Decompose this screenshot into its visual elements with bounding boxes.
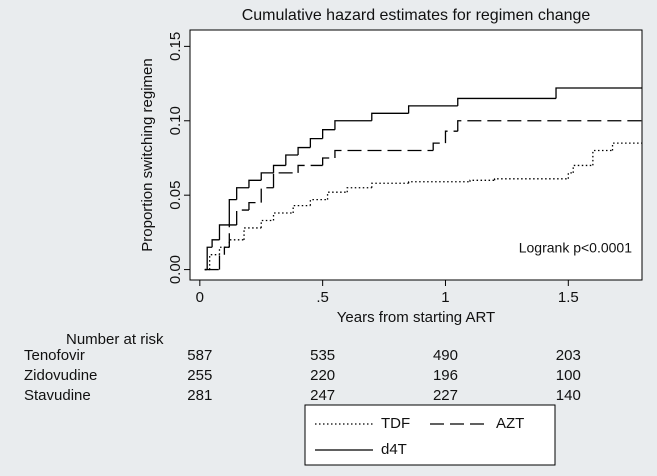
risk-value: 247 <box>310 387 335 404</box>
risk-value: 100 <box>556 367 581 384</box>
step-segment <box>493 178 569 181</box>
step-segment <box>309 137 323 148</box>
x-tick-label: 1.5 <box>558 289 579 306</box>
step-segment <box>371 112 409 121</box>
step-segment <box>334 149 434 158</box>
step-segment <box>260 187 274 203</box>
risk-value: 587 <box>187 347 212 364</box>
step-segment <box>457 120 642 132</box>
step-segment <box>218 224 230 240</box>
step-segment <box>322 129 335 139</box>
step-segment <box>346 187 372 193</box>
step-segment <box>309 198 328 206</box>
step-segment <box>457 97 557 106</box>
legend-label: d4T <box>381 441 407 458</box>
plot-area <box>189 29 643 281</box>
step-segment <box>206 246 213 270</box>
step-segment <box>469 179 495 182</box>
step-segment <box>236 187 249 200</box>
risk-value: 490 <box>433 347 458 364</box>
step-segment <box>407 105 458 114</box>
x-tick-label: 0 <box>196 289 204 306</box>
y-axis-label: Proportion switching regimen <box>139 58 156 251</box>
step-segment <box>572 164 593 173</box>
step-segment <box>326 191 348 200</box>
risk-table-title: Number at risk <box>66 331 164 348</box>
risk-value: 203 <box>556 347 581 364</box>
step-segment <box>567 172 574 179</box>
chart-title: Cumulative hazard estimates for regimen … <box>242 7 591 24</box>
step-segment <box>592 149 613 166</box>
step-segment <box>272 212 294 221</box>
step-segment <box>322 157 335 166</box>
legend-box <box>304 404 556 466</box>
risk-row-label: Zidovudine <box>24 367 97 384</box>
risk-value: 255 <box>187 367 212 384</box>
annotation: Logrank p<0.0001 <box>519 240 632 256</box>
step-segment <box>218 254 225 270</box>
legend-label: TDF <box>381 415 410 432</box>
y-tick-label: 0.00 <box>167 255 184 284</box>
step-segment <box>228 239 245 248</box>
y-tick-label: 0.15 <box>167 32 184 61</box>
step-segment <box>444 130 458 144</box>
y-tick-label: 0.05 <box>167 181 184 210</box>
risk-value: 535 <box>310 347 335 364</box>
step-segment <box>260 172 274 181</box>
x-axis-label: Years from starting ART <box>337 309 495 326</box>
step-segment <box>371 182 409 188</box>
y-tick-label: 0.10 <box>167 106 184 135</box>
step-segment <box>297 164 323 173</box>
risk-value: 281 <box>187 387 212 404</box>
step-segment <box>236 209 249 225</box>
step-segment <box>555 87 642 99</box>
step-segment <box>209 254 220 270</box>
risk-value: 196 <box>433 367 458 384</box>
step-segment <box>432 142 446 151</box>
risk-value: 140 <box>556 387 581 404</box>
step-segment <box>334 120 372 130</box>
step-segment <box>223 246 230 255</box>
risk-row-label: Stavudine <box>24 387 91 404</box>
step-segment <box>248 201 262 211</box>
step-segment <box>407 181 471 184</box>
step-segment <box>211 239 220 248</box>
risk-row-label: Tenofovir <box>24 347 85 364</box>
risk-value: 220 <box>310 367 335 384</box>
step-segment <box>228 198 237 225</box>
x-tick-label: .5 <box>316 289 329 306</box>
step-segment <box>272 172 299 188</box>
step-segment <box>297 146 311 155</box>
step-segment <box>248 179 262 188</box>
step-segment <box>272 164 286 173</box>
step-segment <box>285 154 299 166</box>
x-tick-label: 1 <box>441 289 449 306</box>
risk-value: 227 <box>433 387 458 404</box>
legend-label: AZT <box>496 415 524 432</box>
